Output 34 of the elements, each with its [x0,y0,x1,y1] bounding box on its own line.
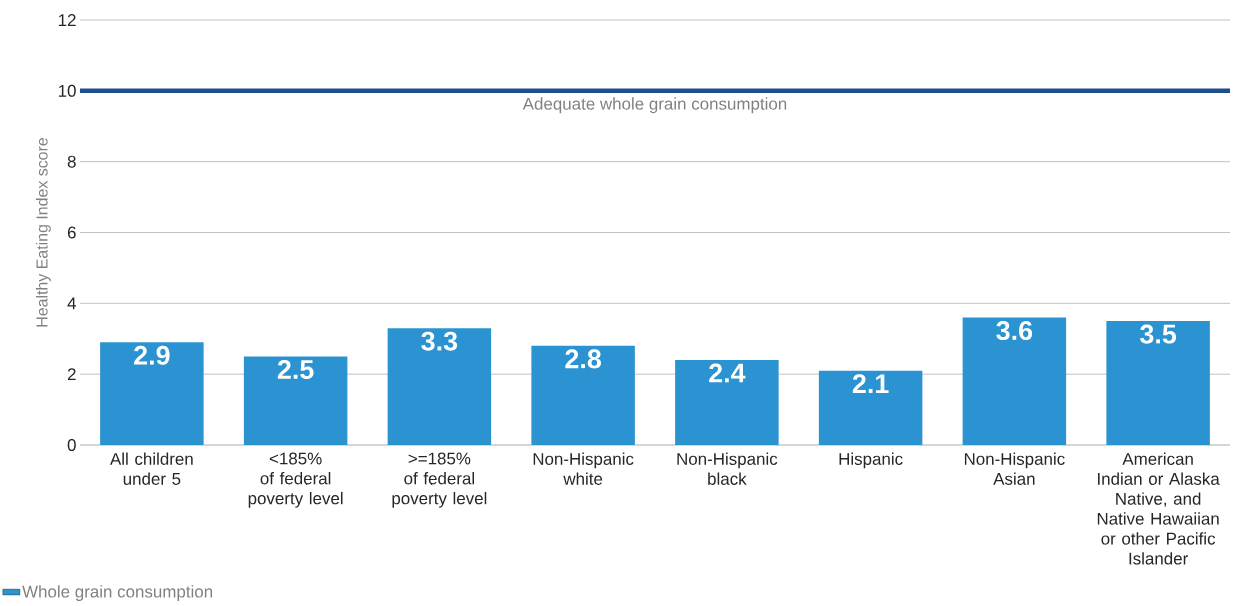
ref-line-label: Adequate whole grain consumption [522,97,787,114]
data-label: 3.6 [996,321,1033,341]
x-tick-label: >=185% of federal poverty level [392,452,487,508]
bar [100,342,204,445]
x-tick-label: Non-Hispanic Asian [964,452,1065,485]
legend-label: Whole grain consumption [22,585,213,601]
data-label: 2.5 [277,359,314,380]
bar [818,370,923,445]
y-tick-label: 8 [67,155,76,168]
bar [243,356,348,445]
y-tick-label: 2 [67,368,76,381]
data-label: 2.4 [709,363,746,383]
data-label: 3.5 [1140,324,1177,344]
x-tick-label: All children under 5 [110,452,193,485]
x-tick-label: Non-Hispanic white [533,452,634,485]
x-tick-label: American Indian or Alaska Native, and Native Hawaiian or other Pacific Islander [1097,452,1220,565]
x-tick-label: Non-Hispanic black [677,452,778,485]
data-label: 2.1 [852,374,889,393]
bar [1106,321,1210,445]
bar [531,345,635,445]
y-tick-label: 12 [58,14,76,26]
data-label: 2.8 [565,349,601,369]
y-tick-label: 0 [67,439,76,451]
x-tick-label: Hispanic [839,452,903,469]
x-tick-label: <185% of federal poverty level [248,452,343,508]
bar [387,328,492,445]
y-tick-label: 4 [67,297,76,310]
y-axis-title: Healthy Eating Index score [35,137,51,327]
y-tick-label: 6 [67,226,76,239]
bar [675,360,779,445]
data-label: 3.3 [421,331,458,351]
y-tick-label: 10 [58,84,76,97]
bar [962,317,1067,445]
data-label: 2.9 [134,345,170,365]
